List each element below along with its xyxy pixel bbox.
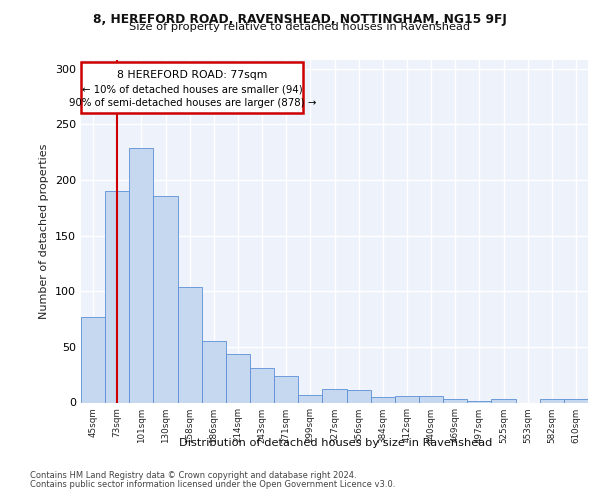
Bar bbox=[540, 399, 564, 402]
Text: 90% of semi-detached houses are larger (878) →: 90% of semi-detached houses are larger (… bbox=[68, 98, 316, 108]
Bar bbox=[371, 397, 395, 402]
Bar bbox=[250, 368, 274, 402]
Bar bbox=[226, 354, 250, 403]
Bar bbox=[419, 396, 443, 402]
Text: Contains HM Land Registry data © Crown copyright and database right 2024.: Contains HM Land Registry data © Crown c… bbox=[30, 471, 356, 480]
Y-axis label: Number of detached properties: Number of detached properties bbox=[40, 144, 49, 319]
Bar bbox=[202, 342, 226, 402]
FancyBboxPatch shape bbox=[82, 62, 303, 114]
Bar bbox=[274, 376, 298, 402]
Text: ← 10% of detached houses are smaller (94): ← 10% of detached houses are smaller (94… bbox=[82, 84, 302, 94]
Text: Size of property relative to detached houses in Ravenshead: Size of property relative to detached ho… bbox=[130, 22, 470, 32]
Bar bbox=[491, 399, 515, 402]
Bar bbox=[81, 317, 105, 402]
Bar bbox=[105, 191, 129, 402]
Bar bbox=[395, 396, 419, 402]
Bar bbox=[443, 399, 467, 402]
Text: 8, HEREFORD ROAD, RAVENSHEAD, NOTTINGHAM, NG15 9FJ: 8, HEREFORD ROAD, RAVENSHEAD, NOTTINGHAM… bbox=[93, 12, 507, 26]
Text: Contains public sector information licensed under the Open Government Licence v3: Contains public sector information licen… bbox=[30, 480, 395, 489]
Bar bbox=[322, 389, 347, 402]
Bar bbox=[347, 390, 371, 402]
Bar bbox=[129, 148, 154, 403]
Bar bbox=[298, 394, 322, 402]
Text: 8 HEREFORD ROAD: 77sqm: 8 HEREFORD ROAD: 77sqm bbox=[117, 70, 268, 80]
Text: Distribution of detached houses by size in Ravenshead: Distribution of detached houses by size … bbox=[179, 438, 493, 448]
Bar bbox=[564, 399, 588, 402]
Bar bbox=[178, 287, 202, 403]
Bar bbox=[154, 196, 178, 402]
